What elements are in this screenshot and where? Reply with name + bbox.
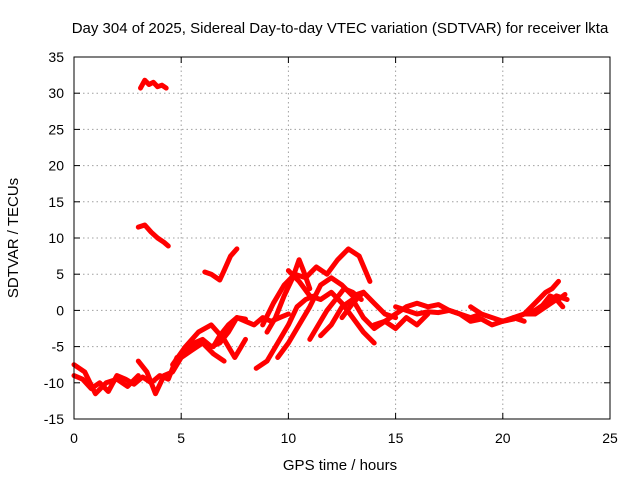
series-layer (71, 77, 570, 397)
series-arc-8 (210, 315, 248, 350)
y-tick-label: -15 (44, 411, 64, 427)
x-tick-label: 5 (177, 430, 185, 446)
series-arc-21 (521, 278, 561, 317)
x-tick-label: 15 (388, 430, 404, 446)
y-axis-label: SDTVAR / TECUs (5, 178, 22, 298)
series-arc-6 (135, 340, 227, 397)
series-arc-14 (285, 268, 377, 346)
y-tick-label: 30 (48, 85, 64, 101)
series-arc-22 (538, 292, 568, 310)
y-tick-label: -10 (44, 375, 64, 391)
series-arc-5 (71, 362, 141, 397)
y-tick-label: 25 (48, 121, 64, 137)
series-arc-9 (253, 293, 317, 371)
grid (74, 57, 610, 419)
x-axis-label: GPS time / hours (283, 457, 397, 474)
y-tick-label: 20 (48, 158, 64, 174)
y-tick-label: 5 (56, 266, 64, 282)
y-tick-label: 15 (48, 194, 64, 210)
x-tick-label: 25 (602, 430, 618, 446)
chart-title: Day 304 of 2025, Sidereal Day-to-day VTE… (72, 20, 609, 37)
series-arc-16 (339, 289, 399, 321)
y-tick-label: -5 (52, 339, 65, 355)
x-tick-label: 10 (281, 430, 297, 446)
x-tick-label: 0 (70, 430, 78, 446)
series-arc-11 (260, 246, 373, 328)
x-tick-label: 20 (495, 430, 511, 446)
y-tick-label: 0 (56, 302, 64, 318)
series-arc-7 (170, 322, 248, 368)
series-arc-15 (318, 297, 431, 339)
series-arc-2 (135, 222, 171, 249)
series-arc-1 (138, 77, 169, 91)
series-arc-3 (202, 246, 240, 283)
y-tick-label: 35 (48, 49, 64, 65)
axis-ticks: 0 5 10 15 20 25 -15 -10 -5 0 5 10 15 20 25 30 35 (44, 49, 618, 446)
y-tick-label: 10 (48, 230, 64, 246)
